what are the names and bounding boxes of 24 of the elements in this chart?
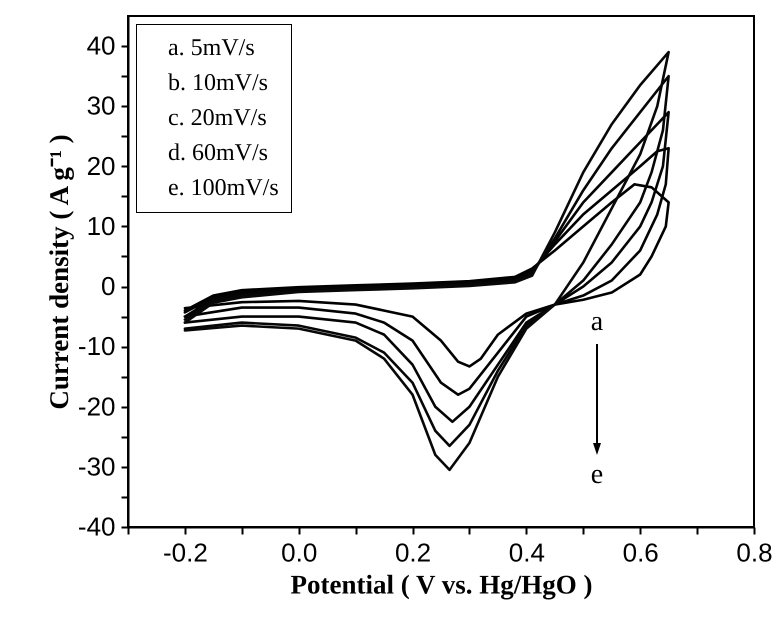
x-tick-label: -0.2 <box>163 538 208 568</box>
x-axis-title: Potential ( V vs. Hg/HgO ) <box>290 570 592 600</box>
x-tick-label: 0.8 <box>736 538 773 568</box>
y-tick-label: 20 <box>86 150 116 181</box>
y-tick-label: -20 <box>78 391 116 422</box>
text: c. 20mV/s <box>168 105 267 131</box>
x-tick-label: 0.4 <box>508 538 545 568</box>
y-tick-label: 0 <box>101 271 116 302</box>
x-tick-label: 0.0 <box>281 538 318 568</box>
text: a. 5mV/s <box>168 35 255 61</box>
annotation: a <box>590 306 604 337</box>
y-tick-label: 10 <box>86 210 116 241</box>
y-tick-label: -10 <box>78 331 116 362</box>
y-tick-label: -30 <box>78 451 116 482</box>
text: d. 60mV/s <box>168 140 268 166</box>
y-tick-label: 40 <box>86 30 116 61</box>
annotation: e <box>590 459 604 490</box>
y-tick-label: 30 <box>86 90 116 121</box>
text: e. 100mV/s <box>168 175 279 201</box>
text: b. 10mV/s <box>168 70 268 96</box>
y-axis-title: Current density ( A g⁻¹ ) <box>44 134 74 410</box>
x-tick-label: 0.2 <box>394 538 432 568</box>
y-tick-label: -40 <box>78 512 116 542</box>
x-tick-label: 0.6 <box>622 538 659 568</box>
